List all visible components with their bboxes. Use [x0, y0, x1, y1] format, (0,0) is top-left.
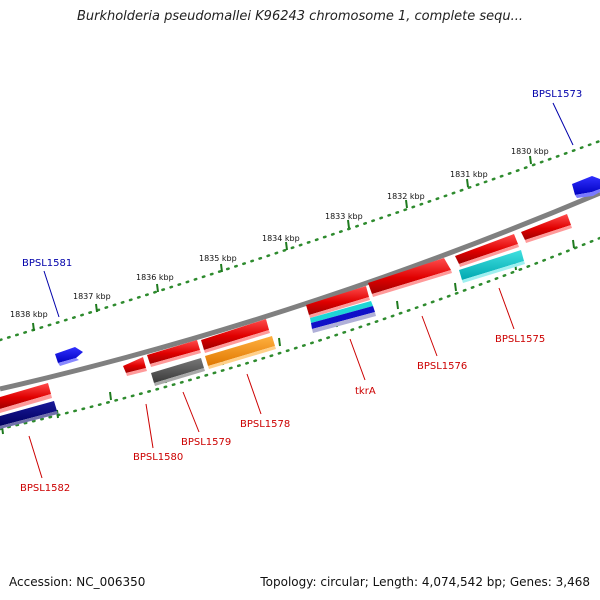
inner-scale-track	[0, 236, 600, 431]
inner-tick-8	[109, 391, 112, 401]
inner-tick-3	[396, 300, 399, 310]
gene-BPSL1581[interactable]	[55, 347, 83, 366]
gene-label-BPSL1581[interactable]: BPSL1581	[22, 258, 72, 269]
gene-tkrA[interactable]	[306, 286, 376, 333]
callout-lines	[28, 102, 574, 479]
outer-scale-track	[0, 139, 600, 342]
outer-tick-6	[156, 283, 159, 293]
scale-label-1830: 1830 kbp	[511, 147, 549, 156]
gene-label-BPSL1576[interactable]: BPSL1576	[417, 361, 467, 372]
outer-tick-8	[32, 322, 35, 332]
outer-tick-5	[220, 263, 223, 273]
gene-label-BPSL1578[interactable]: BPSL1578	[240, 419, 290, 430]
outer-tick-3	[347, 219, 350, 229]
gene-label-BPSL1580[interactable]: BPSL1580	[133, 452, 183, 463]
gene-BPSL1578[interactable]	[201, 319, 276, 369]
page-title: Burkholderia pseudomallei K96243 chromos…	[76, 9, 524, 24]
gene-BPSL1580[interactable]	[123, 357, 147, 376]
scale-label-1838: 1838 kbp	[10, 310, 48, 319]
scale-label-1834: 1834 kbp	[262, 234, 300, 243]
gene-label-BPSL1582[interactable]: BPSL1582	[20, 483, 70, 494]
topology-text: Topology: circular; Length: 4,074,542 bp…	[260, 575, 590, 589]
outer-tick-2	[405, 199, 408, 209]
scale-label-1835: 1835 kbp	[199, 254, 237, 263]
gene-BPSL1576[interactable]	[368, 258, 452, 297]
outer-tick-7	[95, 303, 98, 313]
scale-label-1836: 1836 kbp	[136, 273, 174, 282]
gene-BPSL1579[interactable]	[147, 340, 205, 386]
gene-label-BPSL1573[interactable]: BPSL1573	[532, 89, 582, 100]
inner-tick-2	[454, 282, 457, 292]
chromosome-backbone	[0, 190, 600, 392]
inner-tick-0	[572, 239, 575, 249]
gene-label-BPSL1575[interactable]: BPSL1575	[495, 334, 545, 345]
outer-tick-1	[466, 178, 469, 188]
accession-text: Accession: NC_006350	[9, 575, 146, 589]
scale-label-1833: 1833 kbp	[325, 212, 363, 221]
gene-BPSL1575[interactable]	[455, 234, 525, 283]
outer-tick-0	[529, 155, 532, 165]
gene-label-BPSL1579[interactable]: BPSL1579	[181, 437, 231, 448]
inner-tick-5	[278, 337, 281, 347]
gene-label-tkrA[interactable]: tkrA	[355, 386, 376, 397]
gene-BPSL1574[interactable]	[521, 214, 572, 243]
gene-BPSL1573[interactable]	[572, 176, 600, 198]
scale-label-1837: 1837 kbp	[73, 292, 111, 301]
scale-label-1832: 1832 kbp	[387, 192, 425, 201]
scale-label-1831: 1831 kbp	[450, 170, 488, 179]
gene-BPSL1582[interactable]	[0, 383, 58, 429]
outer-tick-4	[285, 241, 288, 251]
